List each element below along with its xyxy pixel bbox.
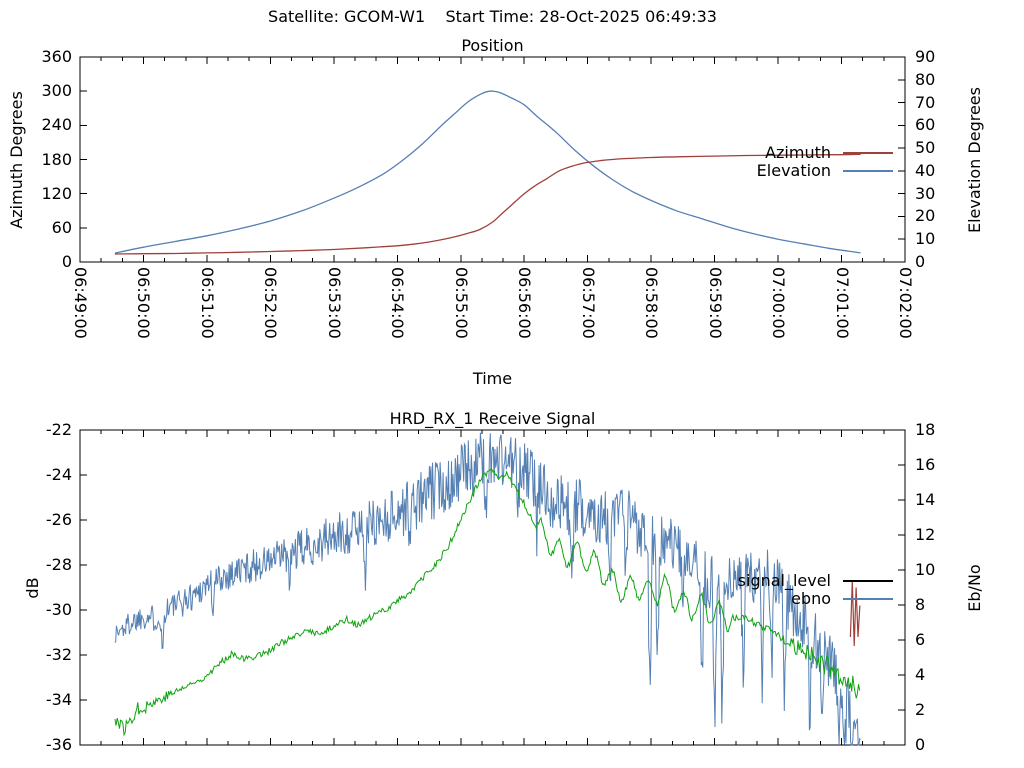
y-tick-label: 50	[915, 138, 936, 158]
y-tick-label: -32	[45, 645, 72, 664]
x-tick-label: 06:57:00	[578, 267, 598, 339]
y-tick-label: -28	[45, 555, 72, 574]
y-tick-label: 60	[51, 217, 72, 237]
y-tick-label: 240	[41, 115, 72, 135]
legend-label-azimuth: Azimuth	[765, 143, 831, 162]
series-Elevation	[114, 90, 861, 254]
y-tick-label: 20	[915, 206, 936, 226]
db-axis-label: dB	[23, 577, 42, 599]
y-tick-label: 16	[915, 455, 936, 474]
x-tick-label: 07:00:00	[769, 267, 789, 339]
y-tick-label: 2	[915, 700, 926, 719]
series-ebno	[114, 432, 861, 746]
x-tick-label: 06:50:00	[134, 267, 154, 339]
series-Azimuth	[114, 153, 861, 255]
y-tick-label: -34	[45, 690, 72, 709]
legend-line-ebno	[843, 597, 893, 600]
y-tick-label: 4	[915, 665, 926, 684]
x-tick-label: 06:56:00	[515, 267, 535, 339]
x-tick-label: 06:54:00	[388, 267, 408, 339]
legend-row-ebno: ebno	[791, 589, 893, 608]
legend-line-elevation	[843, 169, 893, 172]
y-tick-label: 14	[915, 490, 936, 509]
y-tick-label: 80	[915, 69, 936, 89]
position-chart-title: Position	[461, 36, 524, 55]
series-signal_level	[114, 468, 861, 737]
x-tick-label: 06:53:00	[324, 267, 344, 339]
plot-frame	[79, 429, 906, 746]
y-tick-label: -22	[45, 420, 72, 439]
y-tick-label: -36	[45, 735, 72, 754]
y-tick-label: 40	[915, 160, 936, 180]
y-tick-label: 12	[915, 525, 936, 544]
x-tick-label: 06:59:00	[705, 267, 725, 339]
legend-label-ebno: ebno	[791, 589, 831, 608]
legend-line-azimuth	[843, 151, 893, 154]
y-tick-label: 60	[915, 115, 936, 135]
legend-row-elevation: Elevation	[757, 161, 893, 180]
x-tick-label: 06:55:00	[451, 267, 471, 339]
y-tick-label: 70	[915, 92, 936, 112]
ebno-axis-label: Eb/No	[965, 564, 984, 612]
legend-label-elevation: Elevation	[756, 161, 831, 180]
legend-row-signal-level: signal_level	[738, 571, 893, 590]
y-tick-label: 360	[41, 47, 72, 66]
y-tick-label: -26	[45, 510, 72, 529]
series-signal_level_red_tail	[849, 580, 861, 647]
legend-row-azimuth: Azimuth	[765, 143, 893, 162]
y-tick-label: 6	[915, 630, 926, 649]
y-tick-label: 10	[915, 229, 936, 249]
x-tick-label: 06:58:00	[642, 267, 662, 339]
x-tick-label: 07:02:00	[896, 267, 915, 339]
x-tick-label: 06:51:00	[197, 267, 217, 339]
x-tick-label: 06:52:00	[261, 267, 281, 339]
y-tick-label: 300	[41, 81, 72, 101]
x-tick-label: 06:49:00	[71, 267, 90, 339]
elevation-axis-label: Elevation Degrees	[965, 87, 984, 233]
x-tick-label: 07:01:00	[832, 267, 852, 339]
y-tick-label: 90	[915, 47, 936, 66]
y-tick-label: -30	[45, 600, 72, 619]
y-tick-label: -24	[45, 465, 72, 484]
y-tick-label: 0	[61, 252, 72, 271]
legend-label-signal-level: signal_level	[737, 571, 831, 590]
time-axis-label: Time	[472, 369, 513, 388]
y-tick-label: 180	[41, 149, 72, 169]
receive-signal-chart-title: HRD_RX_1 Receive Signal	[389, 409, 596, 428]
y-tick-label: 10	[915, 560, 936, 579]
y-tick-label: 0	[915, 252, 926, 271]
figure-title: Satellite: GCOM-W1 Start Time: 28-Oct-20…	[268, 7, 717, 26]
y-tick-label: 18	[915, 420, 936, 439]
y-tick-label: 8	[915, 595, 926, 614]
y-tick-label: 30	[915, 183, 936, 203]
legend-line-signal-level	[843, 579, 893, 582]
y-tick-label: 120	[41, 183, 72, 203]
y-tick-label: 0	[915, 735, 926, 754]
